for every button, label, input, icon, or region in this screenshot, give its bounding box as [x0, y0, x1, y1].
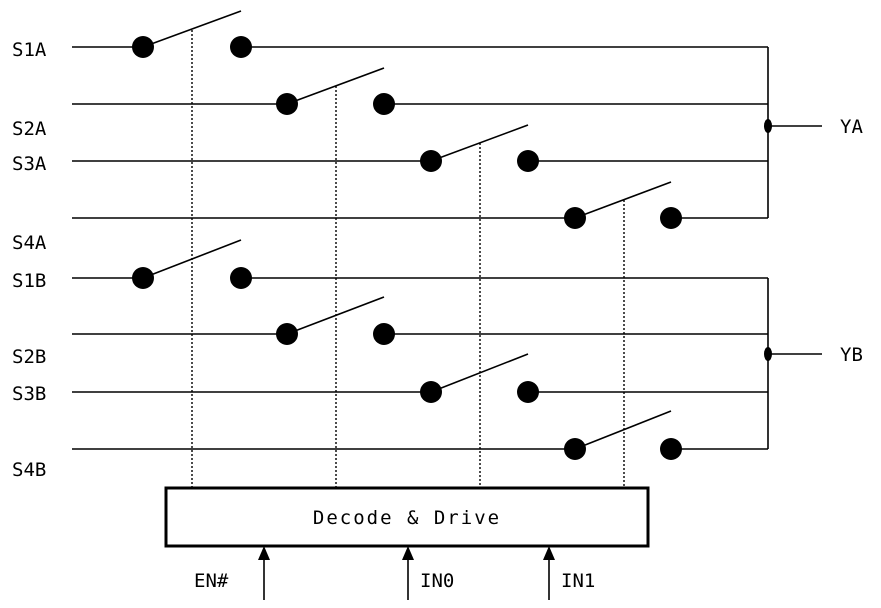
- label-s4b: S4B: [12, 459, 46, 481]
- decoder-box: [164, 486, 650, 548]
- switch-s1a: [72, 10, 768, 58]
- label-s3a: S3A: [12, 153, 47, 175]
- label-s2a: S2A: [12, 118, 47, 140]
- decoder-block: Decode & Drive: [164, 486, 650, 548]
- switch-s1b: [72, 239, 768, 289]
- switch-s2a: [72, 67, 768, 115]
- control-arrows: [258, 546, 555, 600]
- label-ya: YA: [840, 116, 863, 138]
- label-in0: IN0: [420, 570, 454, 592]
- switch-s3b: [72, 353, 768, 403]
- label-en: EN#: [194, 570, 229, 592]
- switch-s2b: [72, 296, 768, 345]
- group-a: S1A S2A S3A S4A: [12, 10, 863, 254]
- decoder-label: Decode & Drive: [313, 507, 501, 529]
- label-s2b: S2B: [12, 346, 46, 368]
- label-s1a: S1A: [12, 39, 47, 61]
- label-yb: YB: [840, 344, 863, 366]
- switch-s3a: [72, 124, 768, 172]
- label-s1b: S1B: [12, 270, 46, 292]
- label-s4a: S4A: [12, 232, 47, 254]
- group-b: S1B S2B S3B S4B: [12, 239, 863, 481]
- label-s3b: S3B: [12, 383, 46, 405]
- bus-ya: [764, 47, 822, 218]
- switch-s4a: [72, 181, 768, 229]
- control-lines: [191, 30, 625, 488]
- label-in1: IN1: [561, 570, 595, 592]
- bus-yb: [764, 278, 822, 449]
- switch-s4b: [72, 410, 768, 460]
